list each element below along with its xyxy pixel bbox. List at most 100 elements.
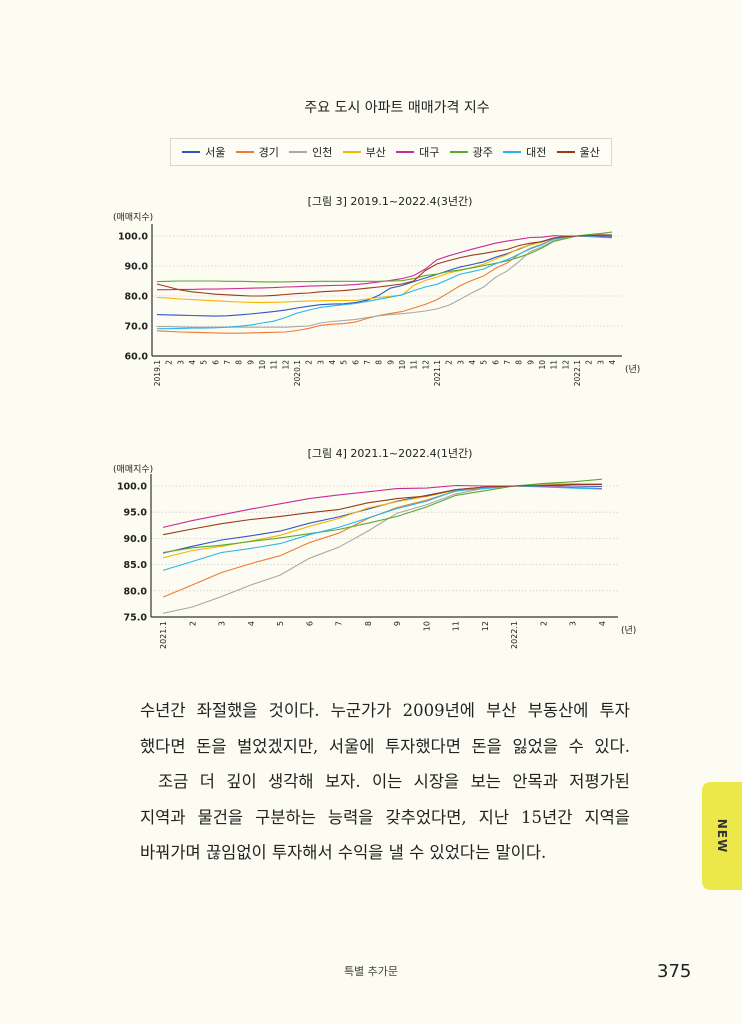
legend-item: 대전 — [503, 144, 546, 160]
x-tick-label: 8 — [235, 360, 244, 365]
x-tick-label: 10 — [422, 621, 431, 631]
chart-figure-3: [그림 3] 2019.1~2022.4(3년간) (매매지수) 60.0 70.0 8… — [113, 195, 640, 386]
x-tick-label: 2022.1 — [573, 360, 582, 386]
x-tick-label: 6 — [211, 360, 220, 365]
series-line-7 — [157, 235, 613, 330]
legend-label: 인천 — [312, 146, 333, 159]
legend-item: 광주 — [449, 144, 493, 160]
series-line-1 — [156, 235, 613, 317]
x-tick-label: 12 — [561, 360, 570, 370]
legend-label: 경기 — [258, 146, 279, 159]
y-tick-label: 80.0 — [124, 586, 148, 597]
x-tick-label: 10 — [538, 360, 547, 370]
x-tick-label: 2 — [165, 360, 174, 365]
y-tick-label: 100.0 — [118, 232, 148, 243]
x-tick-label: 4 — [608, 360, 617, 365]
x-tick-label: 3 — [569, 621, 578, 626]
x-tick-label: 2 — [188, 621, 197, 626]
series-line-3 — [162, 483, 602, 614]
x-tick-label: 12 — [281, 360, 290, 370]
x-tick-label: 11 — [270, 360, 279, 370]
x-tick-label: 2 — [445, 360, 454, 365]
y-tick-label: 90.0 — [124, 534, 148, 545]
legend-label: 서울 — [205, 146, 226, 159]
x-tick-label: 7 — [363, 360, 372, 365]
x-tick-label: 11 — [410, 360, 419, 370]
new-side-tab: NEW — [702, 782, 742, 890]
series-line-4 — [156, 234, 612, 304]
x-tick-label: 4 — [247, 621, 256, 626]
y-tick-label: 100.0 — [117, 482, 147, 493]
x-tick-label: 8 — [375, 360, 384, 365]
new-tab-label: NEW — [715, 818, 729, 854]
y-tick-label: 80.0 — [125, 292, 149, 303]
y-axis-label: (매매지수) — [113, 464, 153, 475]
x-tick-label: 11 — [452, 621, 461, 631]
series-line-8 — [162, 483, 602, 536]
y-tick-label: 95.0 — [124, 508, 148, 519]
legend-swatch — [449, 151, 468, 153]
series-line-8 — [156, 234, 612, 297]
x-tick-label: 6 — [305, 621, 314, 626]
x-tick-label: 3 — [456, 360, 465, 365]
series-line-2 — [156, 234, 613, 334]
series-line-6 — [162, 478, 603, 554]
legend-item: 경기 — [235, 144, 279, 160]
legend-item: 울산 — [556, 144, 600, 160]
x-tick-label: 7 — [503, 360, 512, 365]
y-tick-label: 70.0 — [125, 322, 149, 333]
x-tick-label: 4 — [328, 360, 337, 365]
x-tick-label: 8 — [515, 360, 524, 365]
footer-section-label: 특별 추가문 — [343, 965, 399, 978]
x-tick-label: 3 — [176, 360, 185, 365]
legend-item: 인천 — [289, 144, 332, 160]
x-tick-label: 10 — [258, 360, 267, 370]
body-text: 수년간 좌절했을 것이다. 누군가가 2009년에 부산 부동산에 투자 했다면… — [140, 693, 630, 871]
x-tick-label: 9 — [526, 360, 535, 365]
legend-swatch — [182, 151, 201, 153]
x-tick-label: 8 — [364, 621, 373, 626]
x-tick-label: 3 — [596, 360, 605, 365]
x-tick-label: 11 — [550, 360, 559, 370]
x-tick-label: 7 — [335, 621, 344, 626]
y-tick-label: 90.0 — [125, 262, 149, 273]
legend-label: 대구 — [419, 146, 440, 159]
figure-main-title: 주요 도시 아파트 매매가격 지수 — [304, 100, 490, 116]
x-tick-label: 5 — [276, 621, 285, 626]
y-tick-label: 75.0 — [124, 613, 148, 624]
x-tick-label: 2 — [585, 360, 594, 365]
x-tick-label: 10 — [398, 360, 407, 370]
x-tick-label: 2022.1 — [510, 621, 519, 649]
body-line: 했다면 돈을 벌었겠지만, 서울에 투자했다면 돈을 잃었을 수 있다. — [140, 736, 630, 756]
y-tick-label: 85.0 — [124, 560, 148, 571]
legend-item: 서울 — [182, 144, 225, 160]
x-tick-label: 2021.1 — [433, 360, 442, 386]
legend-swatch — [235, 151, 254, 153]
x-tick-label: 6 — [491, 360, 500, 365]
legend-label: 부산 — [365, 146, 386, 159]
x-tick-label: 3 — [316, 360, 325, 365]
legend-item: 대구 — [396, 144, 439, 160]
legend-label: 대전 — [526, 146, 547, 159]
series-line-7 — [162, 485, 603, 571]
series-line-6 — [156, 231, 613, 283]
x-tick-label: 2019.1 — [153, 360, 162, 386]
legend-swatch — [289, 151, 308, 153]
body-line: 바꿔가며 끊임없이 투자해서 수익을 낼 수 있었다는 말이다. — [140, 843, 547, 862]
x-tick-label: 12 — [421, 360, 430, 370]
x-tick-label: 6 — [351, 360, 360, 365]
x-tick-label: 4 — [468, 360, 477, 365]
series-line-5 — [162, 484, 603, 528]
legend-swatch — [396, 151, 415, 153]
x-tick-label: 4 — [188, 360, 197, 365]
legend-item: 부산 — [342, 144, 386, 160]
x-tick-label: 2 — [539, 621, 548, 626]
chart-title: [그림 3] 2019.1~2022.4(3년간) — [308, 195, 473, 208]
x-tick-label: 9 — [393, 621, 402, 626]
x-tick-label: 4 — [598, 621, 607, 626]
x-tick-label: 3 — [218, 621, 227, 626]
y-axis-label: (매매지수) — [113, 212, 153, 223]
x-tick-label: 5 — [340, 360, 349, 365]
legend-label: 울산 — [579, 146, 600, 159]
legend-label: 광주 — [472, 146, 493, 159]
